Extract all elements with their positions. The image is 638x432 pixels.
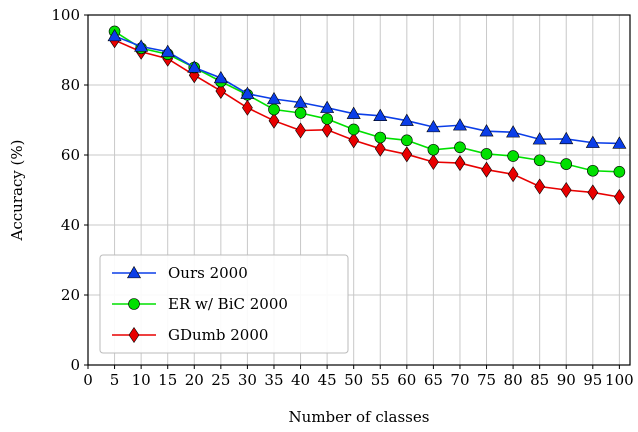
- series-2: [109, 32, 625, 206]
- data-point: [346, 106, 361, 119]
- data-point: [374, 140, 386, 157]
- data-point: [534, 178, 546, 195]
- data-point: [321, 113, 333, 125]
- legend-swatch-marker: [128, 326, 140, 344]
- data-point: [426, 119, 441, 133]
- series-line: [114, 39, 620, 198]
- y-tick-label: 60: [61, 146, 80, 164]
- x-tick-label: 50: [344, 371, 363, 389]
- x-tick-label: 100: [605, 371, 634, 389]
- data-point: [266, 91, 281, 105]
- legend-label: ER w/ BiC 2000: [168, 295, 288, 313]
- legend-label: Ours 2000: [168, 264, 248, 282]
- series-line: [114, 35, 620, 145]
- data-point: [242, 99, 253, 116]
- data-point: [454, 141, 466, 154]
- x-tick-label: 65: [424, 371, 443, 389]
- data-point: [187, 60, 202, 73]
- y-tick-label: 80: [61, 76, 80, 94]
- x-tick-label: 30: [238, 371, 257, 389]
- x-tick-label: 0: [83, 371, 93, 389]
- data-point: [160, 44, 175, 57]
- legend: Ours 2000 ER w/ BiC 2000 GDumb 2000: [99, 254, 349, 354]
- data-point: [507, 150, 519, 162]
- data-point: [213, 70, 228, 84]
- data-point: [427, 143, 440, 156]
- y-tick-label: 100: [51, 6, 80, 24]
- series-line: [114, 30, 620, 173]
- data-point: [506, 125, 521, 138]
- x-tick-label: 95: [583, 371, 602, 389]
- x-tick-label: 55: [371, 371, 390, 389]
- data-point: [348, 132, 360, 149]
- data-point: [533, 154, 546, 167]
- data-point: [428, 153, 439, 171]
- data-point: [612, 136, 627, 149]
- data-point: [240, 86, 255, 99]
- axis-ticks: 0 5 10 15 20 25 30 35 40 45 50 55 60 65 70 75 80 85 90 95 10…: [51, 6, 633, 389]
- data-point: [559, 131, 574, 145]
- x-tick-label: 70: [450, 371, 469, 389]
- x-tick-label: 35: [264, 371, 283, 389]
- legend-entry: GDumb 2000: [112, 326, 268, 344]
- legend-swatch-marker: [128, 298, 140, 310]
- y-tick-label: 0: [70, 356, 80, 374]
- data-point: [268, 112, 280, 129]
- data-point: [321, 121, 333, 138]
- data-point: [294, 107, 307, 119]
- data-point: [347, 123, 360, 136]
- data-point: [480, 148, 493, 160]
- data-point: [293, 95, 308, 108]
- x-tick-label: 25: [211, 371, 230, 389]
- data-point: [587, 164, 599, 177]
- x-axis-label: Number of classes: [289, 408, 430, 426]
- data-point: [268, 103, 280, 116]
- data-point: [532, 132, 547, 145]
- data-point: [215, 82, 227, 99]
- data-point: [614, 188, 625, 206]
- series-layer: [107, 25, 627, 206]
- data-point: [399, 113, 414, 126]
- x-tick-label: 40: [291, 371, 310, 389]
- x-tick-label: 10: [132, 371, 151, 389]
- x-tick-label: 15: [158, 371, 177, 389]
- data-point: [401, 146, 413, 163]
- plot-frame: [87, 14, 631, 366]
- series-0: [107, 28, 627, 149]
- data-point: [401, 134, 413, 147]
- data-point: [481, 161, 492, 178]
- data-point: [560, 181, 572, 199]
- x-tick-label: 90: [557, 371, 576, 389]
- legend-label: GDumb 2000: [168, 326, 268, 344]
- legend-box: [99, 254, 349, 354]
- y-tick-label: 40: [61, 216, 80, 234]
- data-point: [320, 100, 335, 113]
- x-tick-label: 5: [110, 371, 120, 389]
- x-tick-label: 60: [397, 371, 416, 389]
- y-axis-label: Accuracy (%): [8, 139, 26, 241]
- x-tick-label: 20: [185, 371, 204, 389]
- y-tick-label: 20: [61, 286, 80, 304]
- data-point: [479, 124, 494, 137]
- data-point: [134, 39, 149, 52]
- legend-swatch-marker: [126, 265, 142, 279]
- legend-entry: ER w/ BiC 2000: [112, 295, 288, 313]
- legend-entry: Ours 2000: [112, 264, 248, 282]
- x-tick-label: 45: [318, 371, 337, 389]
- data-point: [587, 184, 599, 201]
- data-point: [452, 118, 467, 131]
- data-point: [560, 158, 573, 170]
- x-tick-label: 85: [530, 371, 549, 389]
- data-point: [585, 135, 600, 148]
- data-point: [454, 155, 466, 172]
- data-point: [373, 108, 388, 121]
- data-point: [107, 28, 122, 42]
- data-point: [613, 166, 626, 178]
- data-point: [295, 122, 306, 139]
- data-point: [507, 166, 519, 183]
- x-tick-label: 80: [504, 371, 523, 389]
- x-tick-label: 75: [477, 371, 496, 389]
- data-point: [374, 131, 387, 144]
